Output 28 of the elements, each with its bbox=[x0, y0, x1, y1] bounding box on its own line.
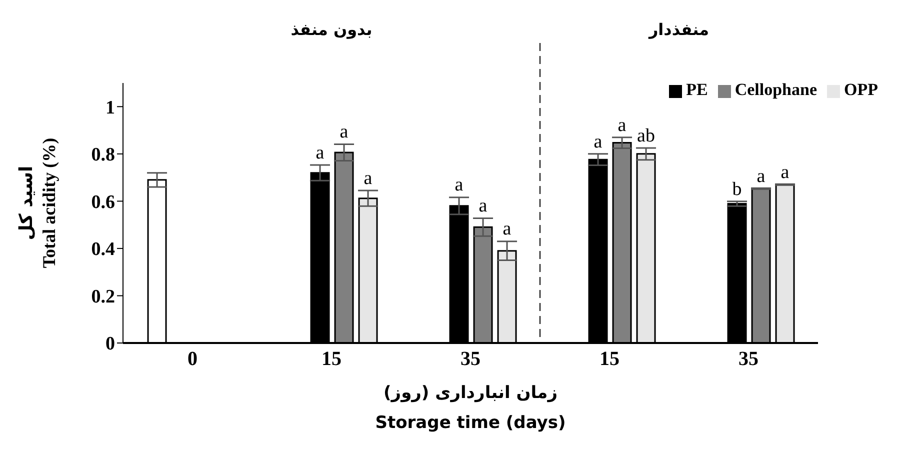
text: منفذدار bbox=[647, 20, 710, 39]
data-label: a bbox=[594, 131, 603, 152]
data-label: a bbox=[478, 196, 488, 217]
y-tick-label: 0.8 bbox=[91, 144, 115, 166]
x-tick-label: 15 bbox=[322, 348, 342, 370]
data-label: a bbox=[340, 122, 349, 143]
x-tick-label: 0 bbox=[188, 348, 198, 370]
y-tick-label: 0.2 bbox=[91, 286, 115, 308]
y-tick-label: 0 bbox=[106, 334, 115, 355]
data-label: ab bbox=[637, 126, 655, 147]
data-label: a bbox=[502, 218, 512, 240]
y-tick-label: 1 bbox=[106, 97, 115, 118]
text: بدون منفذ bbox=[290, 20, 374, 39]
legend-label: Cellophane bbox=[734, 80, 817, 99]
x-tick-label: 35 bbox=[460, 348, 480, 370]
legend-label: OPP bbox=[844, 80, 878, 99]
data-label: a bbox=[364, 168, 373, 189]
data-label: a bbox=[780, 162, 790, 184]
x-tick-label: 35 bbox=[738, 348, 758, 370]
data-label: a bbox=[756, 166, 766, 188]
legend-label: PE bbox=[686, 80, 708, 99]
x-tick-label: 15 bbox=[600, 348, 620, 370]
y-tick-label: 0.4 bbox=[91, 239, 116, 260]
y-tick-label: 0.6 bbox=[91, 192, 115, 213]
data-label: a bbox=[316, 142, 325, 164]
data-label: a bbox=[618, 114, 627, 136]
data-label: b bbox=[732, 179, 742, 200]
data-label: a bbox=[454, 174, 464, 196]
